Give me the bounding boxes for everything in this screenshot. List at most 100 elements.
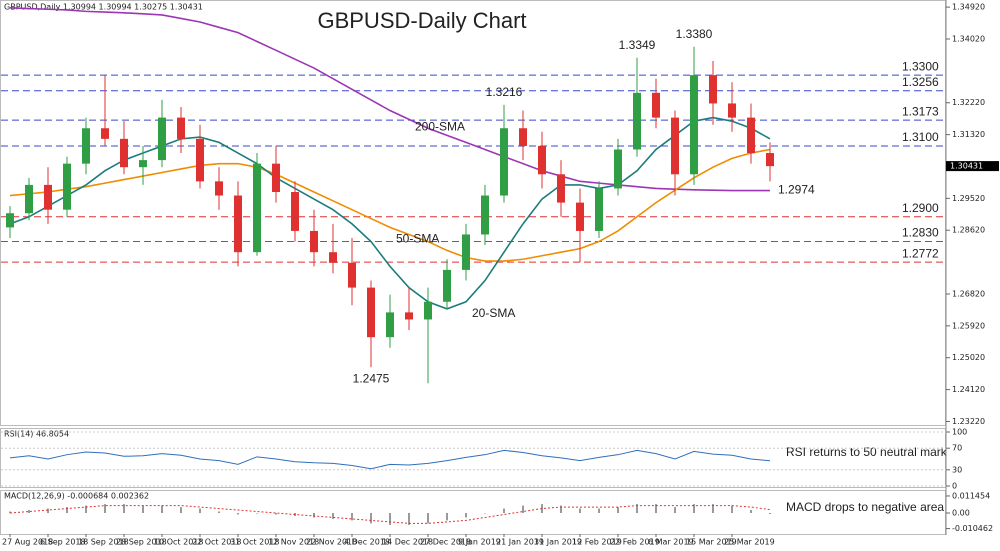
chart-title: GBPUSD-Daily Chart [317, 8, 526, 33]
macd-bar [769, 513, 771, 515]
y-tick-label: 0.011454 [952, 491, 990, 500]
macd-bar [370, 513, 372, 524]
macd-bar [28, 510, 30, 513]
x-tick-label: 22 Nov 2018 [306, 538, 357, 547]
candle-body [310, 230, 318, 253]
candle-body [443, 269, 451, 302]
macd-bar [541, 504, 543, 513]
macd-bar [636, 504, 638, 513]
candle-body [120, 138, 128, 168]
candle-body [329, 252, 337, 263]
sma-label: 200-SMA [415, 120, 465, 134]
candle-body [671, 117, 679, 175]
x-tick-label: 18 Sep 2018 [78, 538, 129, 547]
macd-bar [47, 508, 49, 513]
x-tick-label: 27 Aug 2018 [2, 538, 53, 547]
sma-label: 50-SMA [396, 232, 439, 246]
level-label: 1.3100 [902, 130, 939, 144]
level-label: 1.3300 [902, 59, 939, 73]
candle-body [766, 153, 774, 167]
rsi-header: RSI(14) 46.8054 [4, 430, 69, 439]
y-tick-label: 1.34020 [952, 34, 985, 43]
price-annotation: 1.3349 [619, 38, 656, 52]
y-tick-label: 1.31320 [952, 130, 985, 139]
candle-body [728, 103, 736, 118]
x-tick-label: 6 Sep 2018 [40, 538, 86, 547]
y-tick-label: -0.010462 [952, 524, 993, 533]
level-label: 1.2830 [902, 226, 939, 240]
macd-bar [617, 507, 619, 513]
sma-line [9, 148, 771, 262]
macd-bar [180, 507, 182, 513]
macd-bar [674, 507, 676, 513]
y-tick-label: 1.29520 [952, 194, 985, 203]
y-tick-label: 0.00 [952, 509, 970, 518]
y-tick-label: 0 [952, 482, 957, 491]
candle-body [462, 234, 470, 270]
macd-bar [389, 513, 391, 525]
candle-body [367, 287, 375, 338]
sma-label: 20-SMA [472, 306, 515, 320]
rsi-line [9, 449, 771, 470]
x-tick-label: 27 Dec 2018 [420, 538, 471, 547]
x-tick-label: 10 Oct 2018 [154, 538, 203, 547]
current-price-label: 1.30431 [950, 162, 983, 171]
macd-bar [313, 513, 315, 518]
candle-body [272, 163, 280, 192]
candle-body [481, 195, 489, 235]
candle-body [747, 117, 755, 154]
candle-body [386, 312, 394, 338]
candle-body [82, 128, 90, 164]
rsi-panel [0, 428, 946, 488]
x-tick-label: 6 Mar 2019 [648, 538, 694, 547]
candle-body [633, 92, 641, 150]
candle-body [196, 138, 204, 182]
y-tick-label: 1.32220 [952, 98, 985, 107]
x-tick-label: 25 Mar 2019 [724, 538, 775, 547]
x-tick-label: 31 Oct 2018 [230, 538, 279, 547]
macd-bar [655, 504, 657, 513]
price-annotation: 1.3380 [676, 27, 713, 41]
candle-body [709, 75, 717, 104]
candle-body [405, 312, 413, 320]
candle-body [538, 145, 546, 175]
macd-annotation: MACD drops to negative area [786, 500, 944, 514]
macd-bar [275, 513, 277, 515]
candle-body [215, 181, 223, 196]
candle-body [595, 188, 603, 231]
candle-body [139, 160, 147, 168]
price-annotation: 1.2974 [778, 183, 815, 197]
macd-bar [731, 505, 733, 513]
x-tick-label: 15 Mar 2019 [686, 538, 737, 547]
macd-bar [579, 508, 581, 513]
x-tick-label: 31 Jan 2019 [534, 538, 582, 547]
candle-body [158, 117, 166, 161]
level-label: 1.2900 [902, 201, 939, 215]
candle-body [6, 213, 14, 228]
y-tick-label: 1.24120 [952, 385, 985, 394]
x-tick-label: 9 Jan 2019 [458, 538, 501, 547]
candle-body [557, 174, 565, 203]
macd-bar [560, 505, 562, 513]
x-tick-label: 12 Feb 2019 [572, 538, 622, 547]
macd-panel [0, 490, 946, 535]
x-tick-label: 22 Feb 2019 [610, 538, 660, 547]
macd-bar [484, 513, 486, 514]
candle-body [253, 163, 261, 253]
candle-body [690, 75, 698, 175]
candle-body [652, 92, 660, 118]
macd-bar [104, 504, 106, 513]
macd-bar [598, 508, 600, 513]
y-tick-label: 1.23220 [952, 417, 985, 426]
current-price-tag [946, 161, 999, 172]
y-tick-label: 1.25920 [952, 321, 985, 330]
candle-body [614, 149, 622, 189]
level-label: 1.3256 [902, 75, 939, 89]
macd-bar [218, 511, 220, 513]
candle-body [234, 195, 242, 253]
candle-body [519, 128, 527, 146]
candle-body [424, 301, 432, 320]
y-tick-label: 70 [952, 444, 962, 453]
